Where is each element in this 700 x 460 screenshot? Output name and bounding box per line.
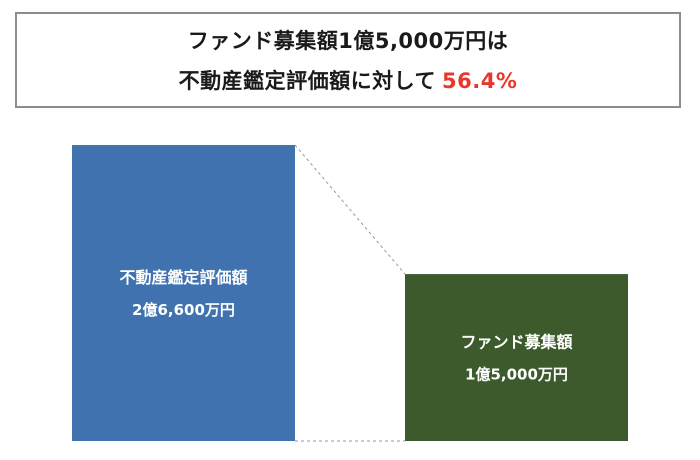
headline-percentage: 56.4% [442, 69, 518, 93]
bar-fund [405, 274, 628, 441]
bar-appraisal [72, 145, 295, 441]
bar-category-label-appraisal: 不動産鑑定評価額 [119, 268, 247, 287]
headline-text-2: 不動産鑑定評価額に対して [178, 69, 436, 93]
bar-value-label-appraisal: 2億6,600万円 [132, 301, 235, 319]
headline-text-1: ファンド募集額1億5,000万円は [187, 29, 509, 53]
headline-box: ファンド募集額1億5,000万円は 不動産鑑定評価額に対して 56.4% [15, 12, 681, 108]
bar-category-label-fund: ファンド募集額 [460, 333, 572, 352]
connector-line-top [294, 144, 406, 275]
headline-line-2: 不動産鑑定評価額に対して 56.4% [179, 65, 518, 95]
headline-line-1: ファンド募集額1億5,000万円は [188, 25, 509, 55]
bar-value-label-fund: 1億5,000万円 [465, 366, 568, 384]
